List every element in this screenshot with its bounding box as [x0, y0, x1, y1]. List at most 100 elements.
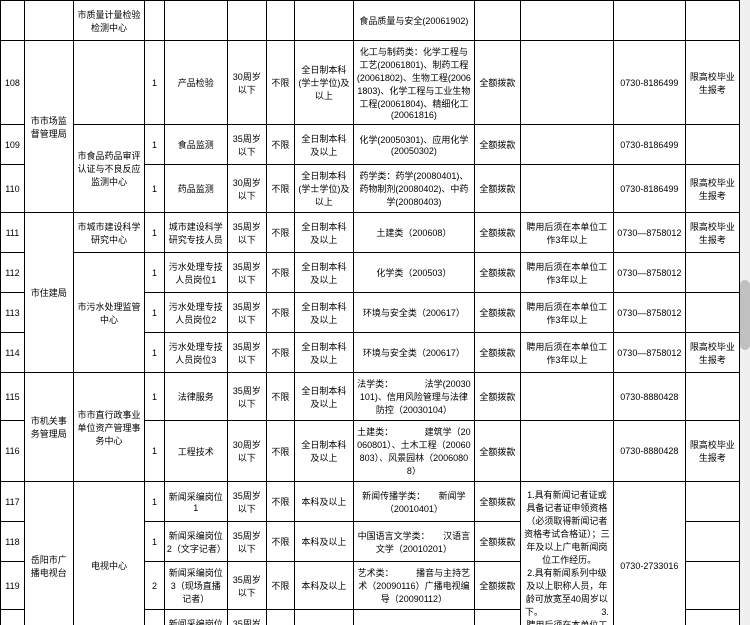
cell-unit — [73, 41, 145, 125]
cell-num — [1, 1, 25, 41]
cell-major: 法学类： 法学(20030101)、信用风险管理与法律防控（20030104） — [353, 373, 475, 421]
cell-cnt: 2 — [145, 562, 165, 610]
cell-fund: 全额拨款 — [475, 562, 521, 610]
cell-major: 工商管理类（200202） — [353, 610, 475, 625]
cell-pos: 法律服务 — [164, 373, 227, 421]
cell-major: 土建类： 建筑学（20060801）、土木工程（20060803）、风景园林（2… — [353, 421, 475, 482]
cell-tel: 0730-8880428 — [614, 373, 686, 421]
cell-age: 35周岁以下 — [227, 373, 266, 421]
cell-tel: 0730-8186499 — [614, 125, 686, 165]
scrollbar-thumb[interactable] — [740, 280, 750, 350]
cell-major: 环境与安全类（200617） — [353, 293, 475, 333]
cell-num: 109 — [1, 125, 25, 165]
cell-pos: 新闻采编岗位4（专题记者） — [164, 610, 227, 625]
cell-deg: 本科及以上 — [295, 482, 354, 522]
cell-major: 艺术类： 播音与主持艺术（20090116）广播电视编导（20090112） — [353, 562, 475, 610]
cell-dept: 市市场监督管理局 — [24, 41, 73, 213]
cell-cond — [520, 373, 613, 421]
cell-note — [685, 125, 739, 165]
cell-unit: 市污水处理监管中心 — [73, 253, 145, 373]
cell-age: 35周岁以下 — [227, 213, 266, 253]
cell-cond: 聘用后须在本单位工作3年以上 — [520, 253, 613, 293]
cell-edu — [266, 1, 294, 41]
cell-note — [685, 293, 739, 333]
cell-fund — [475, 1, 521, 41]
cell-pos: 新闻采编岗位2（文字记者） — [164, 522, 227, 562]
cell-age: 35周岁以下 — [227, 125, 266, 165]
cell-fund: 全额拨款 — [475, 253, 521, 293]
table-row: 108市市场监督管理局1产品检验30周岁以下不限全日制本科(学士学位)及以上化工… — [1, 41, 740, 125]
table-row: 111市住建局市城市建设科学研究中心1城市建设科学研究专技人员35周岁以下不限全… — [1, 213, 740, 253]
cell-age: 30周岁以下 — [227, 41, 266, 125]
cell-num: 118 — [1, 522, 25, 562]
cell-dept: 岳阳市广播电视台 — [24, 482, 73, 625]
cell-edu: 不限 — [266, 165, 294, 213]
cell-edu: 不限 — [266, 562, 294, 610]
cell-cnt: 1 — [145, 522, 165, 562]
cell-pos: 城市建设科学研究专技人员 — [164, 213, 227, 253]
cell-tel: 0730-2733016 — [614, 482, 686, 625]
cell-tel: 0730—8758012 — [614, 213, 686, 253]
table-row: 115市机关事务管理局市市直行政事业单位资产管理事务中心1法律服务35周岁以下不… — [1, 373, 740, 421]
cell-pos: 产品检验 — [164, 41, 227, 125]
cell-pos: 食品监测 — [164, 125, 227, 165]
scrollbar[interactable] — [740, 0, 750, 625]
cell-edu: 不限 — [266, 373, 294, 421]
recruitment-table: 市质量计量检验检测中心 食品质量与安全(20061902)108市市场监督管理局1… — [0, 0, 740, 625]
cell-num: 115 — [1, 373, 25, 421]
cell-note — [685, 373, 739, 421]
cell-fund: 全额拨款 — [475, 333, 521, 373]
cell-major: 化工与制药类：化学工程与工艺(20061801)、制药工程(20061802)、… — [353, 41, 475, 125]
cell-dept: 市住建局 — [24, 213, 73, 373]
cell-fund: 全额拨款 — [475, 125, 521, 165]
cell-edu: 不限 — [266, 253, 294, 293]
cell-unit: 市城市建设科学研究中心 — [73, 213, 145, 253]
cell-age: 35周岁以下 — [227, 482, 266, 522]
cell-cnt: 1 — [145, 41, 165, 125]
cell-note: 限高校毕业生报考 — [685, 421, 739, 482]
cell-deg: 全日制本科及以上 — [295, 293, 354, 333]
cell-note: 限高校毕业生报考 — [685, 213, 739, 253]
cell-age: 35周岁以下 — [227, 562, 266, 610]
cell-major: 化学(20050301)、应用化学(20050302) — [353, 125, 475, 165]
cell-pos — [164, 1, 227, 41]
cell-cnt: 1 — [145, 125, 165, 165]
cell-cond — [520, 421, 613, 482]
cell-unit: 电视中心 — [73, 482, 145, 625]
cell-note: 限高校毕业生报考 — [685, 165, 739, 213]
cell-note: 限高校毕业生报考 — [685, 41, 739, 125]
cell-num: 119 — [1, 562, 25, 610]
cell-tel: 0730—8758012 — [614, 293, 686, 333]
cell-major: 食品质量与安全(20061902) — [353, 1, 475, 41]
cell-cnt: 1 — [145, 373, 165, 421]
cell-edu: 不限 — [266, 482, 294, 522]
cell-tel: 0730-8880428 — [614, 421, 686, 482]
cell-deg: 全日制本科及以上 — [295, 213, 354, 253]
cell-note — [685, 522, 739, 562]
cell-tel: 0730-8186499 — [614, 41, 686, 125]
cell-num: 113 — [1, 293, 25, 333]
table-row: 112市污水处理监管中心1污水处理专技人员岗位135周岁以下不限全日制本科及以上… — [1, 253, 740, 293]
cell-cond: 聘用后须在本单位工作3年以上 — [520, 213, 613, 253]
cell-fund: 全额拨款 — [475, 213, 521, 253]
cell-dept — [24, 1, 73, 41]
cell-tel: 0730—8758012 — [614, 253, 686, 293]
cell-deg: 全日制本科及以上 — [295, 253, 354, 293]
cell-major: 环境与安全类（200617） — [353, 333, 475, 373]
cell-cnt: 1 — [145, 421, 165, 482]
cell-tel — [614, 1, 686, 41]
cell-dept: 市机关事务管理局 — [24, 373, 73, 482]
cell-deg: 本科及以上 — [295, 562, 354, 610]
cell-cnt: 1 — [145, 253, 165, 293]
cell-fund: 全额拨款 — [475, 165, 521, 213]
cell-unit: 市质量计量检验检测中心 — [73, 1, 145, 41]
cell-tel: 0730—8758012 — [614, 333, 686, 373]
cell-deg: 全日制本科(学士学位)及以上 — [295, 41, 354, 125]
cell-note — [685, 562, 739, 610]
cell-edu: 不限 — [266, 293, 294, 333]
cell-deg: 本科及以上 — [295, 522, 354, 562]
cell-unit: 市食品药品审评认证与不良反应监测中心 — [73, 125, 145, 213]
cell-age — [227, 1, 266, 41]
cell-cond — [520, 125, 613, 165]
cell-deg: 全日制本科及以上 — [295, 333, 354, 373]
